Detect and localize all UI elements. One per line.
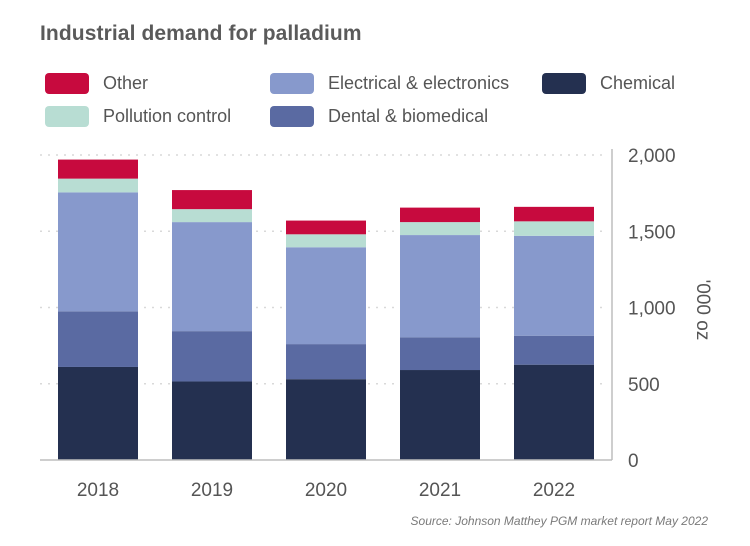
bar-electrical-electronics-2019 [172,222,252,332]
legend-item-dental-biomedical: Dental & biomedical [270,105,488,127]
legend-item-electrical-electronics: Electrical & electronics [270,72,509,94]
source-note: Source: Johnson Matthey PGM market repor… [410,514,708,528]
bar-electrical-electronics-2018 [58,192,138,312]
bar-dental-biomedical-2022 [514,335,594,365]
legend-swatch-dental-biomedical [270,105,314,127]
legend-item-chemical: Chemical [542,72,675,94]
legend-label-chemical: Chemical [600,72,676,93]
legend-swatch-electrical-electronics [270,72,314,94]
bar-dental-biomedical-2020 [286,344,366,380]
chart-title: Industrial demand for palladium [40,22,362,45]
bar-pollution-control-2022 [514,221,594,236]
bar-chemical-2021 [400,370,480,460]
bar-other-2018 [58,159,138,179]
bar-pollution-control-2018 [58,178,138,193]
bar-electrical-electronics-2021 [400,235,480,338]
bar-pollution-control-2019 [172,209,252,223]
legend-label-dental-biomedical: Dental & biomedical [328,105,489,126]
bar-other-2021 [400,207,480,223]
legend-swatch-chemical [542,72,586,94]
bar-dental-biomedical-2019 [172,331,252,382]
bar-chemical-2020 [286,379,366,460]
legend-item-pollution-control: Pollution control [45,105,231,127]
x-tick-label: 2019 [191,480,233,501]
bar-dental-biomedical-2018 [58,311,138,367]
bar-chemical-2018 [58,366,138,460]
legend-item-other: Other [45,72,148,94]
legend-swatch-pollution-control [45,105,89,127]
y-tick-label: 1,000 [628,299,676,320]
legend-swatch-other [45,72,89,94]
bar-chemical-2019 [172,381,252,460]
bar-pollution-control-2021 [400,222,480,236]
bar-other-2019 [172,190,252,210]
bar-other-2022 [514,206,594,222]
x-tick-label: 2021 [419,480,461,501]
legend-label-other: Other [103,72,149,93]
y-tick-label: 0 [628,451,639,472]
x-tick-label: 2018 [77,480,119,501]
y-tick-label: 500 [628,375,660,396]
bar-electrical-electronics-2022 [514,235,594,336]
chart-legend: Other Electrical & electronics Chemical … [45,72,705,132]
bar-pollution-control-2020 [286,234,366,248]
legend-label-electrical-electronics: Electrical & electronics [328,72,510,93]
y-axis-title: '000 oz [692,280,713,341]
legend-label-pollution-control: Pollution control [103,105,232,126]
y-tick-label: 1,500 [628,222,676,243]
x-tick-label: 2020 [305,480,347,501]
bar-electrical-electronics-2020 [286,247,366,345]
x-tick-label: 2022 [533,480,575,501]
bar-dental-biomedical-2021 [400,337,480,371]
bar-chemical-2022 [514,364,594,460]
y-tick-label: 2,000 [628,146,676,167]
bar-other-2020 [286,220,366,235]
